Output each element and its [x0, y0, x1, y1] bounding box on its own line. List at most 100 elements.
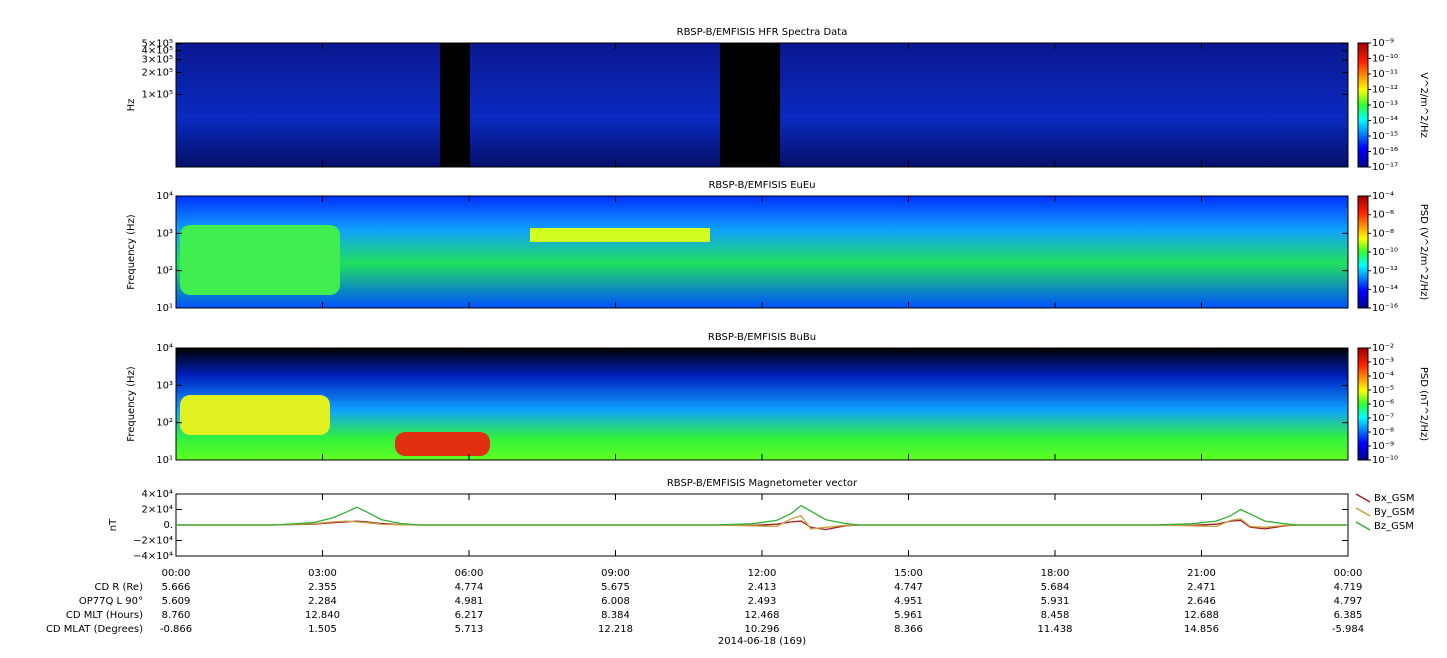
data-line: [176, 519, 1348, 531]
ephemeris-value: 5.675: [601, 582, 630, 593]
colorbar-tick-label: 10⁻¹⁶: [1372, 303, 1398, 314]
panel-title: RBSP-B/EMFISIS EuEu: [708, 180, 815, 191]
legend-swatch: [1355, 493, 1371, 503]
y-tick-label: 3×10⁵: [142, 55, 173, 66]
ephemeris-value: 4.951: [894, 596, 923, 607]
legend-label: Bx_GSM: [1374, 493, 1415, 504]
panel-title: RBSP-B/EMFISIS HFR Spectra Data: [677, 27, 848, 38]
spectrogram-images: [176, 43, 1348, 460]
ephemeris-value: 6.217: [455, 610, 484, 621]
ephemeris-label: CD R (Re): [95, 582, 144, 593]
colorbar-label: V^2/m^2/Hz: [1418, 72, 1429, 138]
ephemeris-value: 1.505: [308, 624, 337, 635]
colorbar-tick-label: 10⁻¹¹: [1372, 69, 1398, 80]
colorbar-tick-label: 10⁻⁴: [1372, 191, 1394, 202]
ephemeris-value: 8.458: [1041, 610, 1070, 621]
spectrogram-image: [440, 43, 470, 167]
y-tick-label: 0.: [163, 520, 173, 531]
y-tick-label: 2×10⁴: [142, 505, 173, 516]
ephemeris-value: 6.385: [1334, 610, 1363, 621]
legend-swatch: [1355, 507, 1371, 517]
x-tick-label: 00:00: [162, 568, 191, 579]
spectrogram-image: [530, 228, 710, 242]
colorbar-tick-label: 10⁻¹⁰: [1372, 247, 1398, 258]
ephemeris-label: CD MLT (Hours): [66, 610, 143, 621]
colorbar-tick-label: 10⁻¹⁵: [1372, 131, 1398, 142]
spectrogram-image: [720, 43, 780, 167]
colorbar-tick-label: 10⁻⁸: [1372, 427, 1394, 438]
y-tick-label: 10¹: [156, 303, 173, 314]
colorbar-tick-label: 10⁻⁶: [1372, 210, 1394, 221]
ephemeris-value: 4.981: [455, 596, 484, 607]
data-line: [176, 514, 1348, 530]
y-tick-label: 10⁴: [156, 343, 173, 354]
ephemeris-value: 14.856: [1184, 624, 1219, 635]
x-tick-label: 12:00: [748, 568, 777, 579]
legend-swatch: [1355, 521, 1371, 531]
spectrogram-image: [176, 196, 1348, 308]
date-label: 2014-06-18 (169): [718, 636, 806, 647]
ephemeris-value: 5.609: [162, 596, 191, 607]
x-tick-label: 00:00: [1334, 568, 1363, 579]
ephemeris-value: 2.284: [308, 596, 337, 607]
y-tick-label: 10²: [156, 266, 173, 277]
x-tick-label: 21:00: [1187, 568, 1216, 579]
colorbar-tick-label: 10⁻²: [1372, 343, 1394, 354]
y-tick-label: 10³: [156, 228, 173, 239]
ephemeris-label: OP77Q L 90°: [79, 596, 143, 607]
ephemeris-value: 12.688: [1184, 610, 1219, 621]
ephemeris-value: 8.760: [162, 610, 191, 621]
y-axis-label: Frequency (Hz): [126, 214, 137, 290]
x-tick-label: 15:00: [894, 568, 923, 579]
ephemeris-value: 5.666: [162, 582, 191, 593]
y-tick-label: 2×10⁵: [142, 68, 173, 79]
y-tick-label: 4×10⁵: [142, 46, 173, 57]
ephemeris-value: 6.008: [601, 596, 630, 607]
colorbar: [1357, 195, 1369, 309]
spectrogram-image: [180, 395, 330, 435]
panel-title: RBSP-B/EMFISIS Magnetometer vector: [667, 478, 858, 489]
ephemeris-value: -0.866: [160, 624, 192, 635]
colorbar-tick-label: 10⁻¹⁶: [1372, 147, 1398, 158]
data-line: [176, 504, 1348, 526]
colorbar-tick-label: 10⁻⁴: [1372, 371, 1394, 382]
ephemeris-label: CD MLAT (Degrees): [46, 624, 143, 635]
ephemeris-value: 4.719: [1334, 582, 1363, 593]
colorbar-tick-label: 10⁻⁵: [1372, 385, 1394, 396]
colorbar-tick-label: 10⁻⁸: [1372, 228, 1394, 239]
ephemeris-value: 5.961: [894, 610, 923, 621]
colorbar-label: PSD (V^2/m^2/Hz): [1418, 204, 1429, 301]
colorbar-tick-label: 10⁻⁷: [1372, 413, 1394, 424]
x-tick-label: 09:00: [601, 568, 630, 579]
colorbar: [1357, 347, 1369, 461]
y-tick-label: 10¹: [156, 455, 173, 466]
colorbar: [1357, 42, 1369, 168]
ephemeris-value: 2.355: [308, 582, 337, 593]
ephemeris-value: 12.840: [305, 610, 340, 621]
spectrogram-image: [180, 225, 340, 295]
ephemeris-value: 8.366: [894, 624, 923, 635]
ephemeris-value: -5.984: [1332, 624, 1364, 635]
legend-label: Bz_GSM: [1374, 521, 1414, 532]
colorbar-tick-label: 10⁻¹⁴: [1372, 116, 1398, 127]
x-tick-label: 06:00: [455, 568, 484, 579]
legend-label: By_GSM: [1374, 507, 1415, 518]
ephemeris-value: 4.774: [455, 582, 484, 593]
y-axis-label: Frequency (Hz): [126, 366, 137, 442]
y-tick-label: 10²: [156, 418, 173, 429]
colorbar-tick-label: 10⁻¹²: [1372, 266, 1398, 277]
colorbar-tick-label: 10⁻³: [1372, 357, 1394, 368]
colorbar-tick-label: 10⁻⁶: [1372, 399, 1394, 410]
ephemeris-value: 2.493: [748, 596, 777, 607]
ephemeris-value: 10.296: [745, 624, 780, 635]
colorbar-tick-label: 10⁻¹³: [1372, 100, 1398, 111]
ephemeris-value: 2.471: [1187, 582, 1216, 593]
ephemeris-value: 2.413: [748, 582, 777, 593]
spectrogram-image: [176, 348, 1348, 460]
y-tick-label: 5×10⁵: [142, 39, 173, 50]
ephemeris-value: 4.747: [894, 582, 923, 593]
y-axis-label: Hz: [126, 99, 137, 112]
colorbar-tick-label: 10⁻⁹: [1372, 38, 1394, 49]
ephemeris-value: 11.438: [1038, 624, 1073, 635]
